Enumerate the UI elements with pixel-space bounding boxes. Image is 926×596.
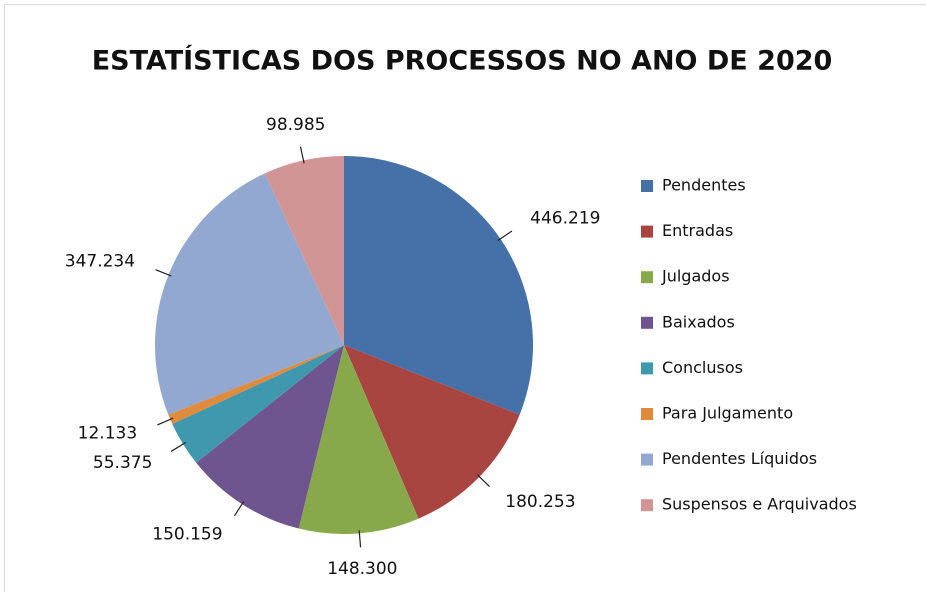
legend-label: Baixados: [662, 312, 735, 331]
data-label: 55.375: [93, 453, 152, 473]
chart-title: ESTATÍSTICAS DOS PROCESSOS NO ANO DE 202…: [92, 45, 833, 77]
data-label: 150.159: [152, 524, 222, 544]
data-label: 347.234: [65, 251, 135, 271]
data-label: 12.133: [78, 424, 137, 444]
data-label: 180.253: [505, 492, 575, 512]
legend-label: Para Julgamento: [662, 404, 793, 423]
legend-label: Pendentes Líquidos: [662, 449, 817, 468]
legend-swatch: [641, 454, 653, 466]
legend-label: Julgados: [661, 267, 730, 286]
legend-swatch: [641, 362, 653, 374]
legend-label: Pendentes: [662, 176, 746, 195]
legend-label: Entradas: [662, 221, 733, 240]
data-label: 446.219: [530, 209, 600, 229]
legend-swatch: [641, 408, 653, 420]
legend-swatch: [641, 499, 653, 511]
data-label: 148.300: [327, 559, 397, 579]
legend-label: Conclusos: [662, 358, 743, 377]
legend-swatch: [641, 271, 653, 283]
data-label: 98.985: [266, 115, 325, 135]
legend-swatch: [641, 226, 653, 238]
legend-swatch: [641, 180, 653, 192]
legend-label: Suspensos e Arquivados: [662, 495, 857, 514]
legend-swatch: [641, 317, 653, 329]
